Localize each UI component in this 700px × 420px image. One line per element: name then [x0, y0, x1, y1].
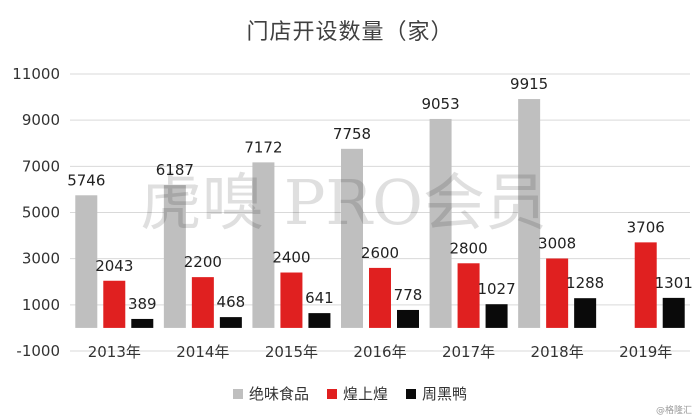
legend-item: 周黑鸭	[406, 383, 467, 404]
bar-2-3	[280, 272, 303, 328]
data-label: 2800	[449, 239, 487, 257]
y-tick-label: 11000	[12, 65, 60, 83]
data-label: 7758	[333, 125, 371, 143]
bar-2-6	[546, 258, 569, 328]
data-label: 389	[128, 295, 157, 313]
bar-2-5	[457, 263, 480, 328]
x-axis-category-labels: 2013年 2014年 2015年 2016年 2017年 2018年 2019年	[88, 343, 673, 361]
bar-2-4	[369, 267, 391, 328]
x-category-label: 2015年	[265, 343, 318, 361]
data-label: 2600	[361, 244, 399, 262]
chart-title: 门店开设数量（家）	[246, 20, 454, 45]
bar-3-2	[219, 317, 242, 328]
y-axis-tick-labels: -1000 1000 3000 5000 7000 9000 11000	[12, 65, 60, 360]
x-category-label: 2019年	[619, 343, 672, 361]
legend-label: 煌上煌	[342, 385, 388, 403]
data-label: 1301	[655, 274, 693, 292]
source-note: @格隆汇	[655, 406, 692, 416]
bar-2-7	[634, 242, 657, 328]
data-label: 1288	[566, 274, 604, 292]
legend-swatch	[232, 388, 243, 399]
data-label: 9915	[510, 75, 548, 93]
bar-1-6	[518, 99, 541, 328]
x-category-label: 2016年	[353, 343, 406, 361]
bar-1-4	[341, 148, 363, 328]
legend-label: 周黑鸭	[422, 385, 468, 403]
data-labels: 5746 2043 389 6187 2200 468 7172 2400 641 7758 260…	[67, 75, 693, 313]
data-label: 3008	[538, 234, 576, 252]
data-label: 641	[305, 289, 334, 307]
bar-3-1	[131, 318, 154, 328]
bars	[75, 99, 685, 328]
bar-3-6	[574, 298, 597, 328]
data-label: 468	[217, 293, 246, 311]
data-label: 3706	[627, 218, 665, 236]
bar-1-2	[163, 185, 186, 328]
bar-1-3	[252, 162, 275, 328]
x-category-label: 2018年	[531, 343, 584, 361]
bar-1-5	[429, 118, 452, 328]
bar-2-2	[191, 277, 214, 328]
legend-item: 煌上煌	[326, 383, 388, 404]
legend-swatch	[406, 388, 416, 399]
x-category-label: 2013年	[88, 343, 141, 361]
legend-label: 绝味食品	[248, 385, 309, 403]
data-label: 2400	[272, 249, 310, 267]
y-tick-label: 5000	[22, 204, 60, 222]
bar-3-3	[308, 313, 331, 328]
y-tick-label: -1000	[16, 342, 60, 360]
bar-3-5	[485, 304, 508, 328]
bar-3-7	[662, 297, 685, 328]
bar-1-1	[75, 195, 98, 328]
data-label: 1027	[477, 280, 515, 298]
y-tick-label: 1000	[22, 296, 60, 314]
data-label: 2200	[184, 253, 222, 271]
data-label: 2043	[95, 257, 133, 275]
y-tick-label: 9000	[22, 111, 60, 129]
legend-swatch	[326, 388, 337, 399]
data-label: 7172	[244, 138, 282, 156]
data-label: 6187	[156, 161, 194, 179]
x-category-label: 2014年	[176, 343, 229, 361]
data-label: 5746	[67, 171, 105, 189]
y-tick-label: 3000	[22, 250, 60, 268]
bar-3-4	[397, 309, 419, 328]
y-tick-label: 7000	[22, 157, 60, 175]
data-label: 9053	[421, 95, 459, 113]
legend: 绝味食品 煌上煌 周黑鸭	[0, 383, 700, 404]
legend-item: 绝味食品	[232, 383, 309, 404]
data-label: 778	[394, 286, 423, 304]
bar-2-1	[103, 280, 126, 328]
x-category-label: 2017年	[442, 343, 495, 361]
